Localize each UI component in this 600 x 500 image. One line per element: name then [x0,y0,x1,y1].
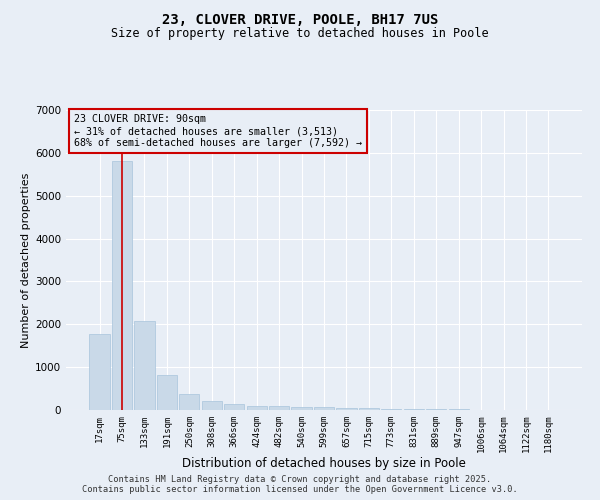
Bar [224,404,244,410]
Bar [134,321,155,410]
Bar [269,406,289,410]
Text: 23 CLOVER DRIVE: 90sqm
← 31% of detached houses are smaller (3,513)
68% of semi-: 23 CLOVER DRIVE: 90sqm ← 31% of detached… [74,114,362,148]
Bar [179,394,199,410]
Bar [157,375,177,410]
Text: 23, CLOVER DRIVE, POOLE, BH17 7US: 23, CLOVER DRIVE, POOLE, BH17 7US [162,12,438,26]
Text: Size of property relative to detached houses in Poole: Size of property relative to detached ho… [111,28,489,40]
Text: Contains HM Land Registry data © Crown copyright and database right 2025.
Contai: Contains HM Land Registry data © Crown c… [82,474,518,494]
Bar [404,409,424,410]
Bar [314,407,334,410]
Y-axis label: Number of detached properties: Number of detached properties [21,172,31,348]
Bar [247,406,267,410]
Bar [292,407,311,410]
Bar [426,409,446,410]
Bar [337,408,356,410]
Bar [381,408,401,410]
Bar [112,160,132,410]
X-axis label: Distribution of detached houses by size in Poole: Distribution of detached houses by size … [182,456,466,469]
Bar [202,401,222,410]
Bar [359,408,379,410]
Bar [89,334,110,410]
